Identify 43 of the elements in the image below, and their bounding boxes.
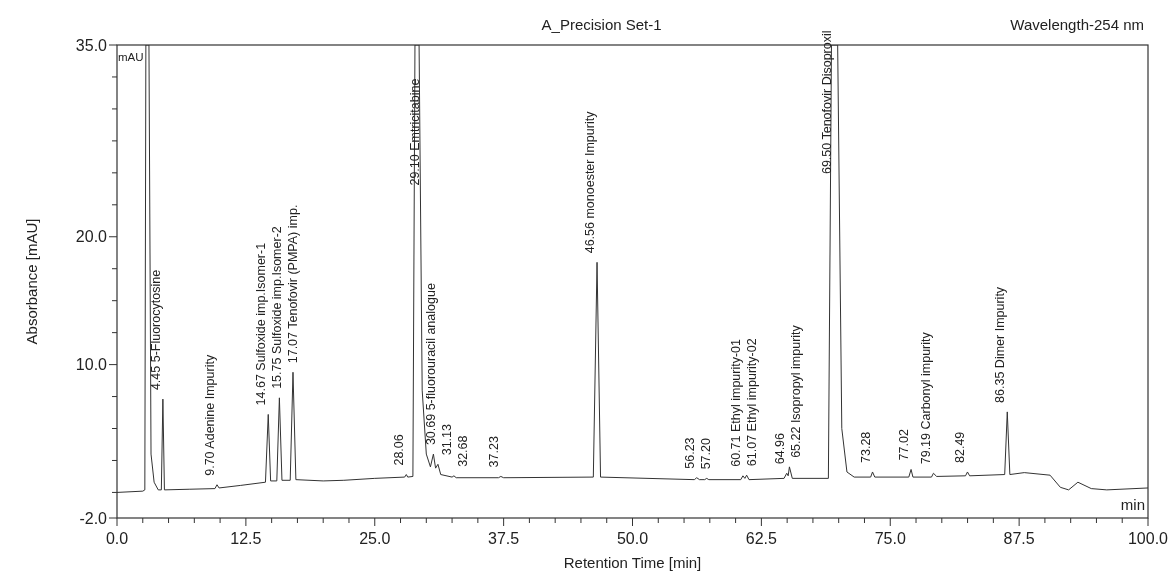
annotation: 28.06 (392, 434, 407, 466)
annotation: 79.19 Carbonyl impurity (919, 331, 934, 465)
x-tick-label: 87.5 (1003, 530, 1035, 547)
annotation: 37.23 (486, 436, 501, 468)
annotation: 57.20 (698, 438, 713, 470)
chart-title: A_Precision Set-1 (541, 16, 662, 33)
annotation: 60.71 Ethyl impurity-01 (728, 338, 743, 467)
y-tick-label: 10.0 (75, 356, 108, 374)
y-axis-title: Absorbance [mAU] (23, 218, 40, 345)
y-tick-label: 35.0 (75, 36, 108, 54)
annotation: 77.02 (897, 429, 912, 461)
annotation: 69.50 Tenofovir Disoproxil (819, 30, 834, 175)
x-tick-label: 37.5 (488, 530, 520, 547)
x-tick-label: 62.5 (745, 530, 778, 547)
annotation: 14.67 Sulfoxide imp.Isomer-1 (254, 242, 269, 406)
annotation: 65.22 Isopropyl impurity (788, 324, 803, 458)
annotation: 9.70 Adenine Impurity (203, 354, 218, 476)
chart-subtitle: Wavelength-254 nm (1010, 16, 1144, 33)
annotation: 61.07 Ethyl impurity-02 (744, 338, 759, 467)
annotation: 56.23 (682, 437, 697, 469)
annotation: min (1120, 496, 1145, 513)
y-tick-label: 20.0 (75, 228, 108, 246)
annotation: 15.75 Sulfoxide imp.Isomer-2 (270, 226, 285, 389)
annotation: 86.35 Dimer Impurity (993, 286, 1008, 403)
x-tick-label: 12.5 (230, 530, 262, 547)
x-tick-label: 0.0 (105, 530, 129, 547)
annotation: 64.96 (772, 432, 787, 465)
x-tick-label: 75.0 (874, 530, 906, 547)
x-tick-label: 100.0 (1127, 530, 1169, 547)
annotation: 46.56 monoester Impurity (583, 110, 598, 254)
annotation: 31.13 (440, 423, 455, 456)
annotation: 4.45 5-Fluorocytosine (148, 269, 163, 391)
annotation: 73.28 (858, 431, 873, 463)
x-tick-label: 25.0 (359, 530, 391, 547)
annotation: 82.49 (953, 431, 968, 463)
x-tick-label: 50.0 (616, 530, 649, 547)
annotation: 29.10 Emtricitabine (408, 78, 423, 186)
annotation: 30.69 5-fluorouracil analogue (424, 283, 439, 446)
x-axis-title: Retention Time [min] (563, 554, 702, 571)
annotation: mAU (118, 51, 144, 63)
annotation: 17.07 Tenofovir (PMPA) imp. (286, 204, 301, 364)
annotation: 32.68 (456, 435, 471, 467)
y-tick-label: -2.0 (79, 509, 108, 527)
